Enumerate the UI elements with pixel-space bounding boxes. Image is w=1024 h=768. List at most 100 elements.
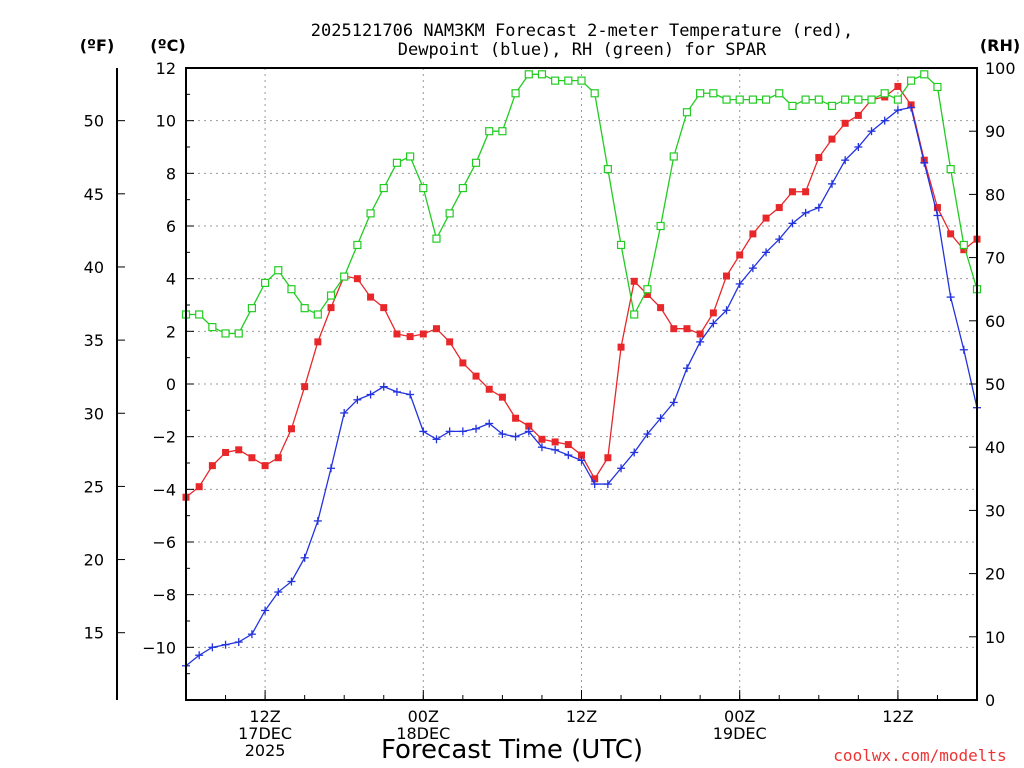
x-tick-label: 12Z [249,707,280,726]
data-point [195,483,203,491]
data-point [604,454,612,462]
data-point [893,95,903,104]
data-point [867,95,876,104]
rh-tick-label: 90 [985,122,1005,141]
fahrenheit-tick-label: 30 [84,404,104,423]
data-point [313,516,322,525]
data-point [406,152,415,161]
data-point [775,89,784,98]
data-point [538,435,546,443]
data-point [340,408,349,417]
data-point [894,82,902,90]
data-point [326,291,336,300]
data-point [749,230,757,238]
data-point [960,246,968,254]
data-point [551,76,560,85]
celsius-tick-label: 2 [166,322,176,341]
data-point [683,325,691,333]
data-point [854,143,863,151]
data-point [577,456,586,465]
data-point [603,480,612,489]
series-layer [181,70,982,670]
celsius-tick-label: −4 [152,480,176,499]
data-point [221,640,230,649]
rh-unit-label: (RH) [980,36,1020,55]
celsius-tick-label: −6 [152,533,176,552]
data-point [643,430,652,439]
data-point [379,183,388,193]
data-point [195,651,204,660]
data-point [643,290,651,298]
data-point [234,638,243,647]
data-point [564,76,573,85]
data-point [854,95,863,104]
rh-tick-label: 70 [985,249,1005,268]
fahrenheit-tick-label: 25 [84,477,104,496]
data-point [406,333,414,341]
data-point [959,345,968,354]
data-point [471,158,481,167]
data-point [748,95,757,104]
data-point [775,235,784,244]
data-point [880,89,889,98]
rh-tick-label: 40 [985,438,1005,457]
data-point [933,82,942,92]
data-point [617,343,625,351]
data-point [313,310,322,319]
data-point [458,183,467,193]
data-point [723,272,731,280]
data-point [828,135,836,143]
data-point [762,214,770,222]
celsius-tick-label: 6 [166,217,176,236]
data-point [261,462,269,470]
data-point [696,89,705,98]
data-point [709,309,717,317]
data-point [406,390,415,399]
data-point [511,89,520,98]
data-point [933,204,941,212]
data-point [643,285,652,294]
data-point [630,448,639,457]
x-axis-title: Forecast Time (UTC) [381,735,643,765]
data-point [656,414,665,423]
data-point [314,338,322,346]
data-point [537,443,546,452]
data-point [380,304,388,312]
celsius-tick-label: 8 [166,164,176,183]
rh-tick-label: 20 [985,565,1005,584]
data-point [247,304,257,313]
fahrenheit-tick-label: 45 [84,185,104,204]
data-point [630,310,639,319]
celsius-tick-label: −8 [152,586,176,605]
data-point [893,106,902,115]
data-point [512,414,520,422]
data-point [445,209,454,218]
data-point [735,95,744,104]
data-point [748,264,757,273]
data-point [670,325,678,333]
data-point [432,325,440,333]
data-point [208,462,216,470]
data-point [617,464,626,473]
data-point [920,70,929,79]
data-point [591,475,599,483]
rh-tick-label: 50 [985,375,1005,394]
data-point [801,208,810,217]
celsius-tick-label: −2 [152,428,176,447]
data-point [669,152,678,161]
data-point [498,127,507,136]
data-point [327,464,336,473]
data-point [340,272,349,281]
data-point [274,454,282,462]
data-point [696,337,705,346]
data-point [208,323,217,332]
data-point [959,240,968,250]
data-point [761,95,771,104]
data-point [788,219,797,228]
x-tick-label: 00Z [724,707,755,726]
data-point [578,451,585,459]
celsius-tick-label: 0 [166,375,176,394]
x-tick-label: 2025 [245,741,286,760]
data-point [827,179,836,188]
data-point [682,108,692,117]
